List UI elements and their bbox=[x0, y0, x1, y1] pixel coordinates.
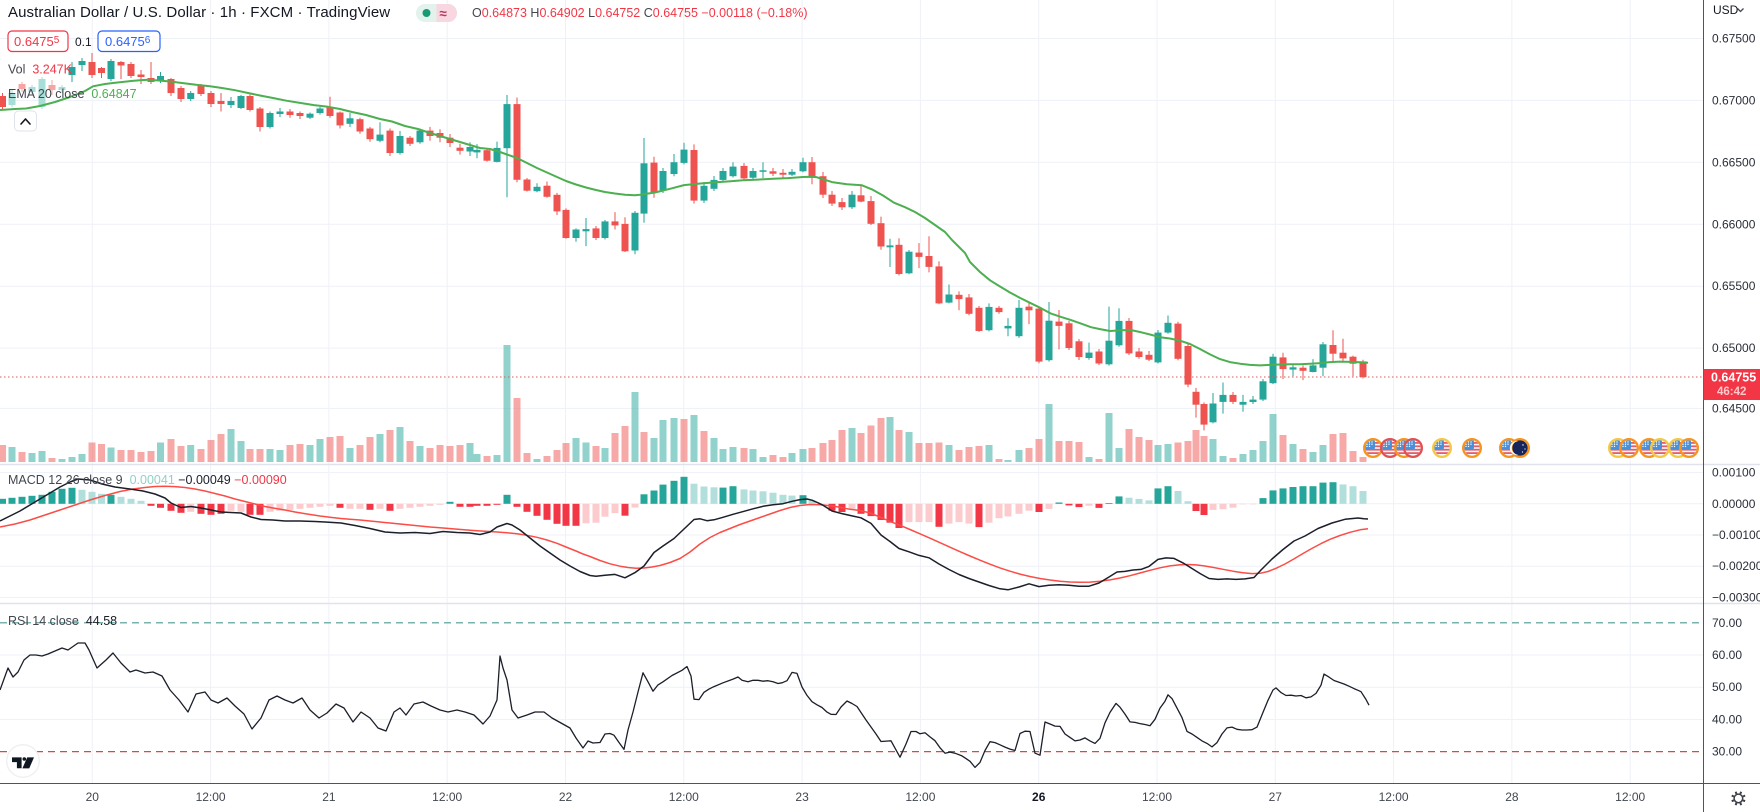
svg-text:RSI 14 close 44.58: RSI 14 close 44.58 bbox=[8, 614, 117, 628]
svg-text:22: 22 bbox=[559, 790, 573, 804]
svg-text:30.00: 30.00 bbox=[1712, 745, 1742, 759]
svg-text:0.66000: 0.66000 bbox=[1712, 217, 1756, 231]
svg-text:0.67000: 0.67000 bbox=[1712, 93, 1756, 107]
svg-text:−0.00200: −0.00200 bbox=[1712, 559, 1760, 573]
svg-text:≈: ≈ bbox=[440, 6, 448, 21]
svg-text:12:00: 12:00 bbox=[196, 790, 226, 804]
svg-text:21: 21 bbox=[322, 790, 336, 804]
svg-text:EMA 20 close 0.64847: EMA 20 close 0.64847 bbox=[8, 87, 137, 101]
svg-text:12:00: 12:00 bbox=[669, 790, 699, 804]
svg-text:23: 23 bbox=[795, 790, 809, 804]
svg-text:60.00: 60.00 bbox=[1712, 648, 1742, 662]
svg-text:70.00: 70.00 bbox=[1712, 616, 1742, 630]
svg-text:0.00100: 0.00100 bbox=[1712, 466, 1756, 480]
svg-text:0.65000: 0.65000 bbox=[1712, 341, 1756, 355]
svg-text:0.66500: 0.66500 bbox=[1712, 155, 1756, 169]
svg-text:0.64755: 0.64755 bbox=[14, 34, 60, 49]
svg-text:20: 20 bbox=[86, 790, 100, 804]
svg-text:−0.00100: −0.00100 bbox=[1712, 528, 1760, 542]
svg-text:−0.00300: −0.00300 bbox=[1712, 590, 1760, 604]
svg-text:0.65500: 0.65500 bbox=[1712, 279, 1756, 293]
svg-text:0.1: 0.1 bbox=[75, 35, 92, 49]
svg-text:28: 28 bbox=[1505, 790, 1519, 804]
svg-text:0.64756: 0.64756 bbox=[105, 34, 151, 49]
svg-text:50.00: 50.00 bbox=[1712, 680, 1742, 694]
svg-text:MACD 12 26 close 9 0.00041 −: MACD 12 26 close 9 0.00041 −0.00049 −0.0… bbox=[8, 473, 287, 487]
svg-text:0.64500: 0.64500 bbox=[1712, 401, 1756, 415]
svg-text:46:42: 46:42 bbox=[1717, 386, 1746, 398]
svg-text:USD: USD bbox=[1713, 3, 1739, 17]
svg-text:12:00: 12:00 bbox=[1615, 790, 1645, 804]
svg-text:12:00: 12:00 bbox=[432, 790, 462, 804]
svg-text:0.64755: 0.64755 bbox=[1711, 371, 1756, 385]
svg-text:40.00: 40.00 bbox=[1712, 712, 1742, 726]
svg-text:O0.64873 H0.64902 L0.64752 C0.: O0.64873 H0.64902 L0.64752 C0.64755 −0.0… bbox=[472, 6, 808, 20]
svg-text:Australian Dollar / U.S. Dolla: Australian Dollar / U.S. Dollar · 1h · F… bbox=[8, 4, 390, 21]
svg-text:12:00: 12:00 bbox=[1379, 790, 1409, 804]
svg-text:0.67500: 0.67500 bbox=[1712, 32, 1756, 46]
svg-text:27: 27 bbox=[1269, 790, 1283, 804]
svg-text:0.00000: 0.00000 bbox=[1712, 497, 1756, 511]
svg-text:Vol 3.247K: Vol 3.247K bbox=[8, 63, 73, 77]
svg-text:12:00: 12:00 bbox=[1142, 790, 1172, 804]
svg-text:12:00: 12:00 bbox=[905, 790, 935, 804]
svg-text:26: 26 bbox=[1032, 790, 1046, 804]
